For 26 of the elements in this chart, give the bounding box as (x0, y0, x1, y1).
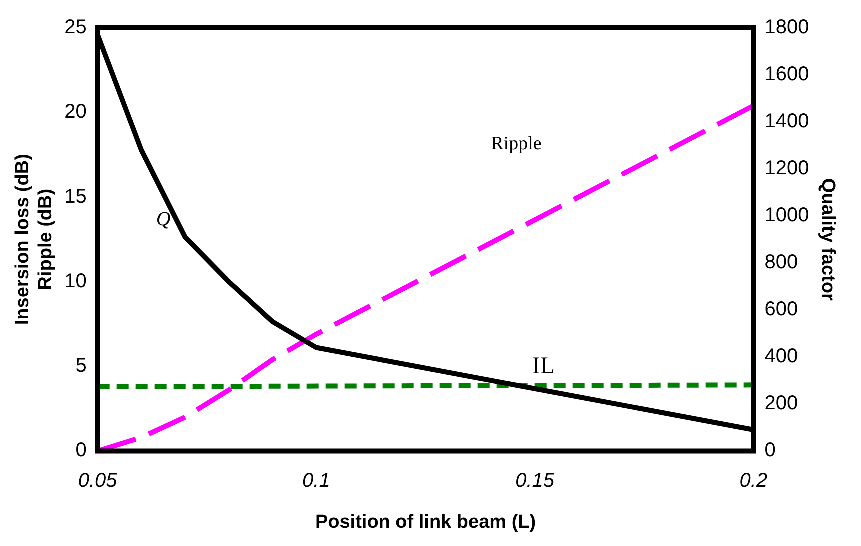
y-tick-label: 10 (64, 270, 87, 292)
series-label: IL (532, 353, 556, 380)
y2-tick-label: 1400 (764, 110, 810, 133)
y2-tick-label: 600 (764, 298, 798, 321)
y2-tick-label: 1800 (764, 16, 810, 39)
y-tick-label: 25 (64, 16, 87, 39)
y2-tick-label: 200 (764, 392, 798, 415)
x-tick-label: 0.2 (740, 470, 768, 492)
y2-axis-title: Quality factor (817, 178, 838, 302)
y-tick-label: 5 (76, 355, 87, 378)
y-tick-label: 20 (64, 101, 87, 124)
y2-tick-label: 1200 (764, 158, 810, 180)
series-label: Q (156, 208, 172, 231)
text: Ripple (491, 133, 542, 154)
y-tick-label: 15 (64, 186, 87, 208)
x-tick-label: 0.15 (516, 470, 556, 492)
y2-tick-label: 1000 (764, 204, 810, 227)
x-tick-label: 0.1 (302, 470, 330, 492)
x-tick-label: 0.05 (78, 470, 118, 492)
y2-tick-label: 1600 (764, 64, 810, 86)
y-axis-title: Insersion loss (dB) Ripple (dB) (12, 154, 56, 326)
y2-tick-label: 0 (764, 440, 776, 462)
y2-tick-label: 800 (764, 252, 798, 274)
x-axis-title: Position of link beam (L) (315, 512, 536, 533)
y2-tick-label: 400 (764, 346, 798, 368)
y-tick-label: 0 (76, 440, 87, 462)
